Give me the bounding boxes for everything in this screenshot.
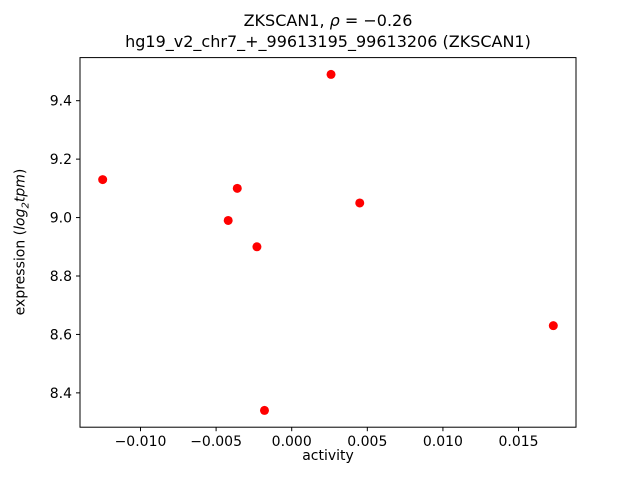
- x-tick-label: 0.000: [272, 434, 312, 450]
- data-point: [252, 242, 262, 252]
- ylabel-subscript: 2: [20, 202, 32, 209]
- data-point: [232, 183, 242, 193]
- data-point: [98, 175, 108, 185]
- ylabel-prefix: expression (: [12, 229, 29, 316]
- data-point: [326, 69, 336, 79]
- title-suffix: = −0.26: [339, 11, 413, 30]
- y-tick-label: 9.4: [50, 94, 72, 110]
- x-tick-label: −0.010: [115, 434, 167, 450]
- y-tick-label: 8.8: [50, 269, 72, 285]
- x-tick-label: 0.005: [347, 434, 387, 450]
- chart-title-line2: hg19_v2_chr7_+_99613195_99613206 (ZKSCAN…: [125, 32, 531, 51]
- x-tick-label: 0.010: [423, 434, 463, 450]
- data-point: [355, 198, 365, 208]
- chart-title: ZKSCAN1, ρ = −0.26 hg19_v2_chr7_+_996131…: [80, 10, 576, 52]
- data-point: [223, 215, 233, 225]
- axes-frame: [79, 57, 577, 428]
- y-tick-label: 8.4: [50, 386, 72, 402]
- ylabel-log: log: [12, 208, 29, 230]
- data-point: [548, 321, 558, 331]
- x-tick-label: −0.005: [190, 434, 242, 450]
- x-axis-label: activity: [302, 448, 354, 464]
- y-tick-label: 9.0: [50, 211, 72, 227]
- title-prefix: ZKSCAN1,: [243, 11, 330, 30]
- rho-symbol: ρ: [329, 11, 340, 30]
- ylabel-suffix: ): [12, 168, 29, 175]
- data-point: [259, 405, 269, 415]
- ylabel-tpm: tpm: [12, 174, 29, 203]
- y-tick-label: 8.6: [50, 327, 72, 343]
- y-axis-label: expression (log2tpm): [13, 169, 32, 316]
- chart-title-line1: ZKSCAN1, ρ = −0.26: [80, 10, 576, 31]
- y-tick-label: 9.2: [50, 152, 72, 168]
- x-tick-label: 0.015: [498, 434, 538, 450]
